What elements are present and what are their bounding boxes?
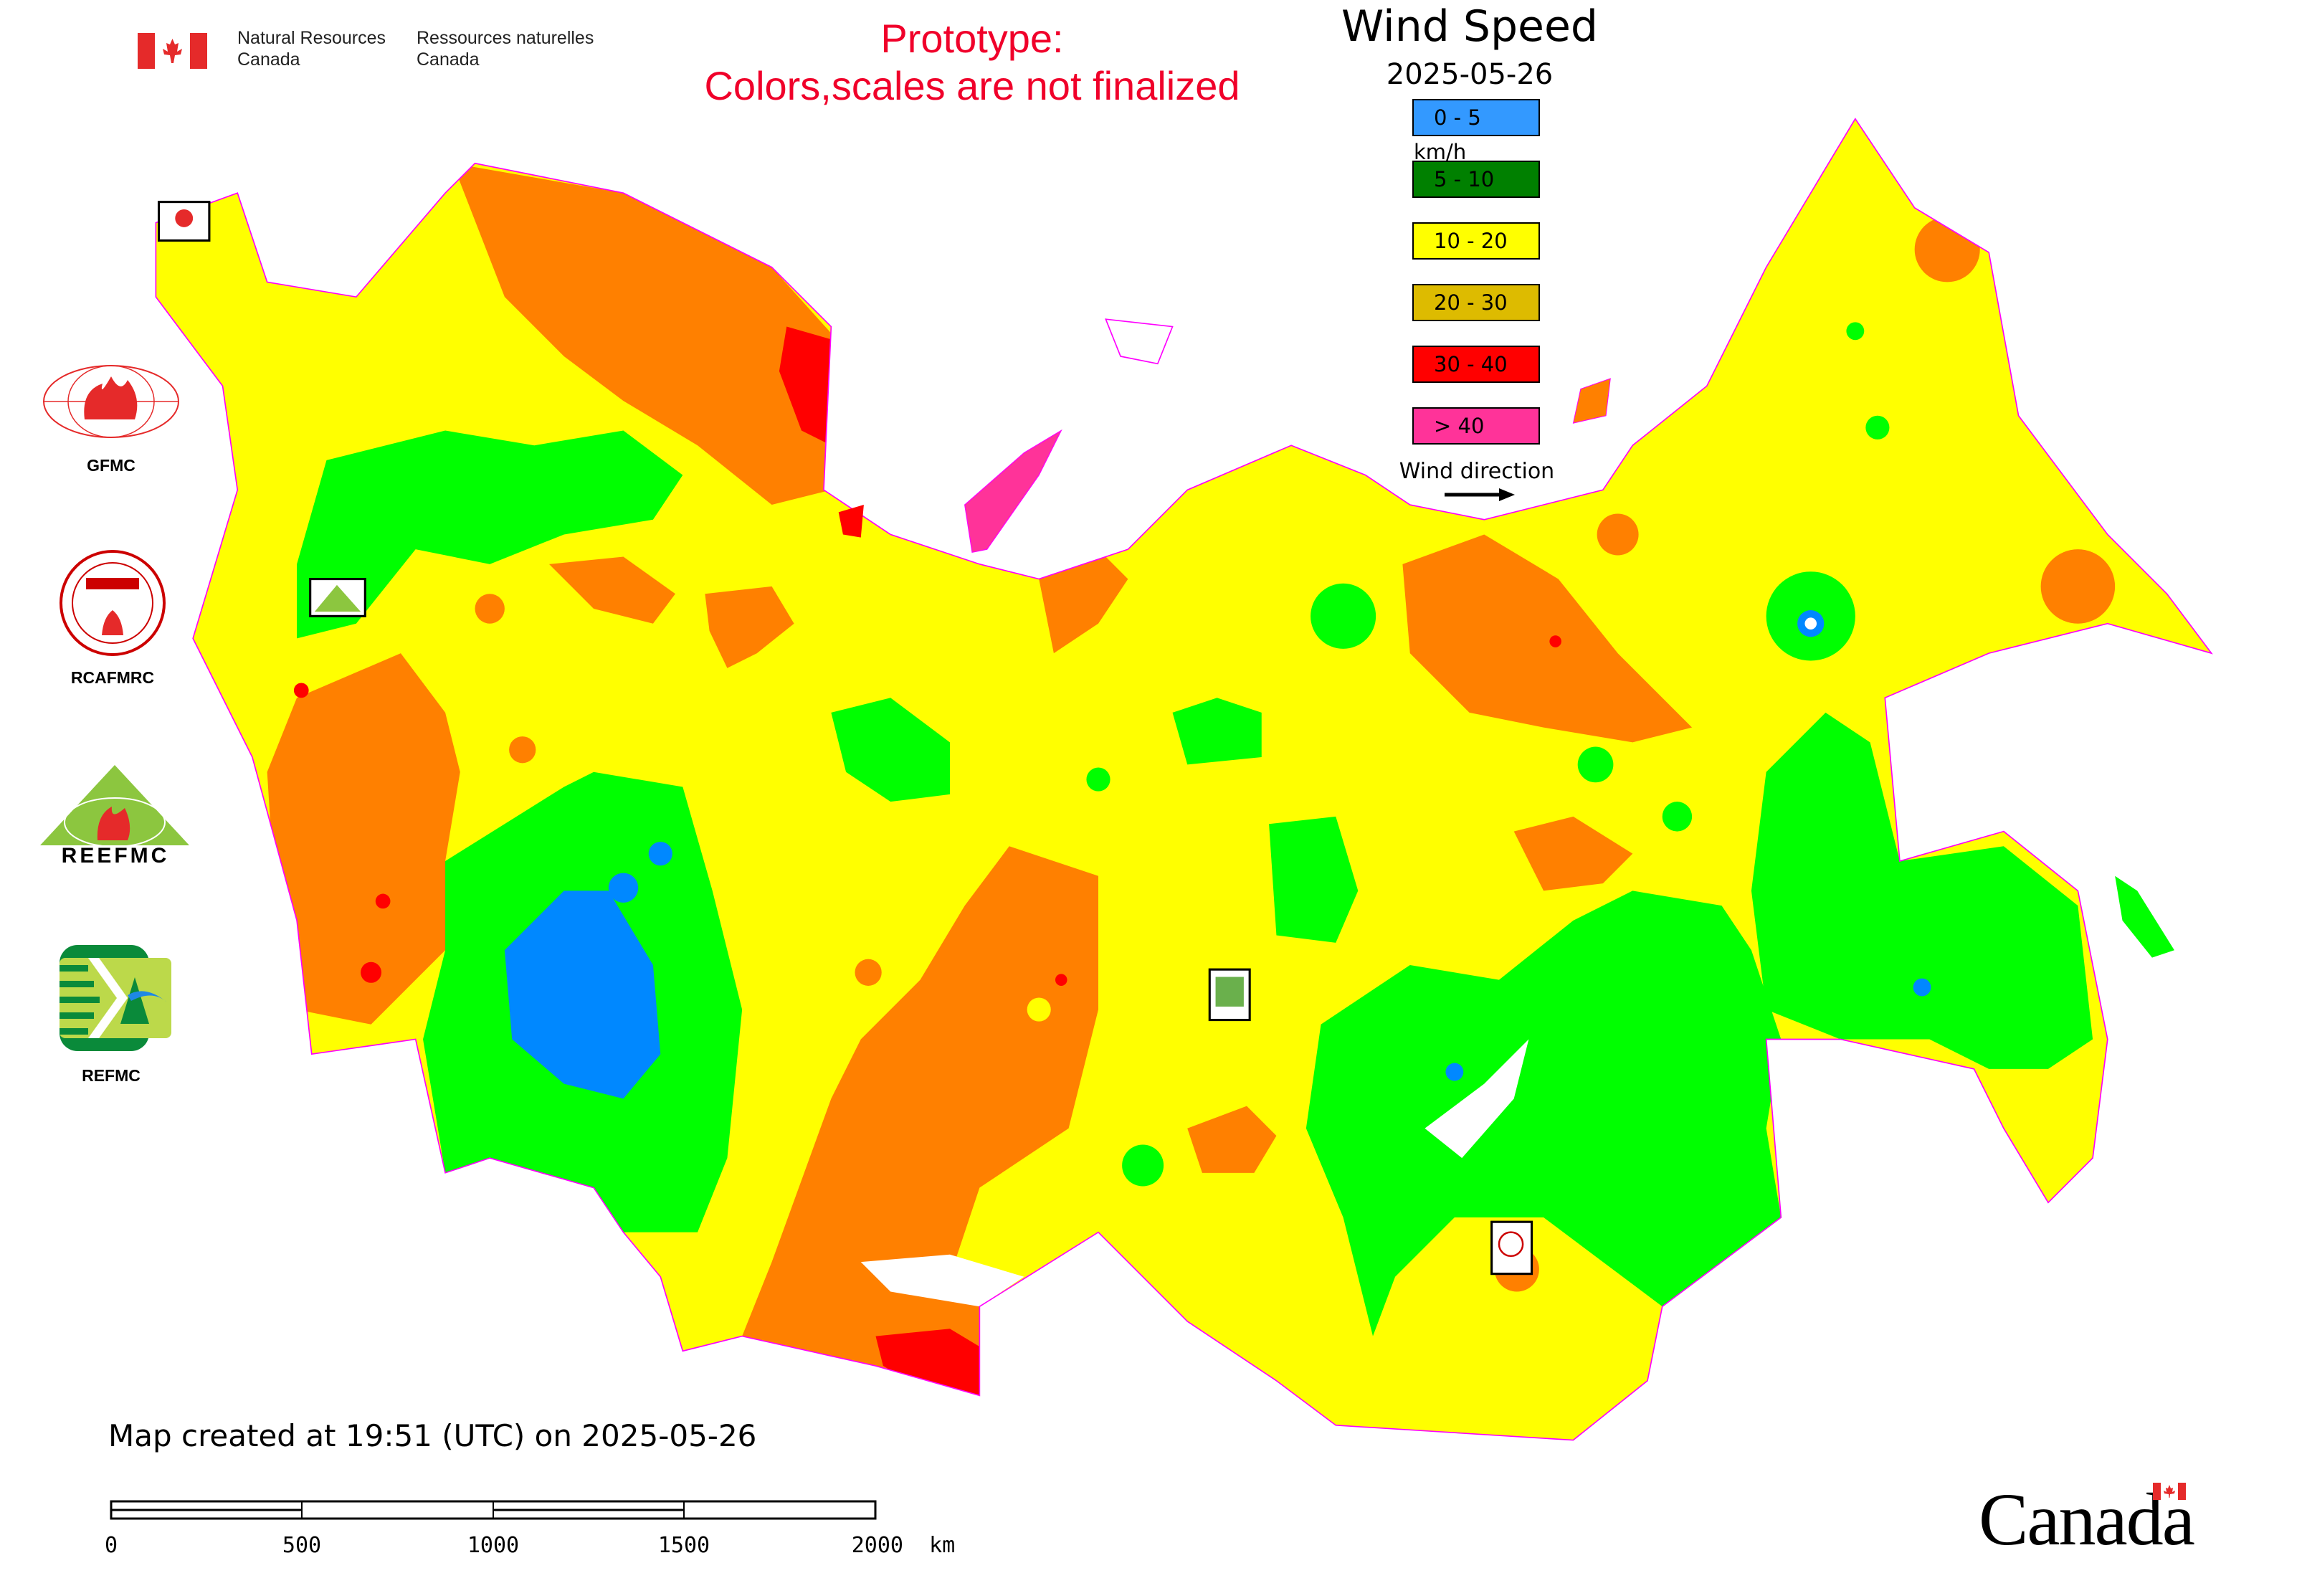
zone-fresh-kamchatka (2040, 549, 2116, 624)
reefmc-logo (40, 765, 189, 847)
agency-name-fr: Ressources naturelles Canada (417, 27, 594, 70)
scale-label-0: 0 (104, 1533, 118, 1558)
agency-fr-line1: Ressources naturelles (417, 28, 594, 48)
zone-light-west (297, 430, 683, 639)
nrcan-signature (138, 33, 207, 72)
svalbard (1105, 318, 1174, 365)
rcafmrc-marker (1490, 1220, 1533, 1276)
legend-item-5-10: 5 - 10 (1412, 161, 1540, 198)
zone-fresh-north2 (705, 586, 794, 668)
scale-label-2000: 2000 km (851, 1533, 956, 1558)
zone-light-central1 (831, 698, 950, 802)
arrow-right-icon (1445, 488, 1515, 501)
zone-calm-caspian (504, 890, 661, 1099)
legend-label: 20 - 30 (1434, 290, 1508, 315)
rcafmrc-logo (60, 550, 166, 656)
zone-strong-south (875, 1329, 987, 1403)
legend-date: 2025-05-26 (1386, 58, 1554, 91)
canada-flag-icon (138, 33, 207, 69)
zone-fresh-south2 (1187, 1106, 1277, 1173)
scale-label-1500: 1500 (657, 1533, 710, 1558)
zone-fresh-central-asia (742, 846, 1099, 1396)
refmc-logo (60, 945, 171, 1051)
island-strong (838, 505, 864, 538)
legend-label: 10 - 20 (1434, 229, 1508, 253)
scale-label-1000: 1000 (467, 1533, 520, 1558)
gfmc-logo (43, 365, 179, 438)
legend-item-over-40: > 40 (1412, 407, 1540, 445)
scale-bar (110, 1500, 877, 1520)
gfmc-label: GFMC (87, 456, 135, 475)
legend-label: 0 - 5 km/h (1414, 105, 1481, 164)
zone-fresh-scandinavia (452, 163, 839, 505)
sakhalin (2115, 875, 2174, 958)
canada-flag-icon (2153, 1483, 2186, 1500)
island-fresh (1572, 378, 1611, 424)
refmc-label: REFMC (82, 1066, 141, 1085)
land-outline (155, 118, 2213, 1441)
agency-en-line2: Canada (237, 49, 300, 70)
agency-fr-line2: Canada (417, 49, 480, 70)
zone-light-central3 (1269, 816, 1359, 943)
zone-light-north (1311, 583, 1376, 649)
legend-item-0-5: 0 - 5 km/h (1412, 99, 1540, 164)
zone-strong-kola (779, 326, 839, 446)
legend-title: Wind Speed (1341, 1, 1598, 52)
zone-light-central2 (1172, 698, 1262, 765)
zone-fresh-chukotka (1914, 217, 1980, 282)
zone-fresh-southwest (267, 653, 475, 1025)
legend-label: 5 - 10 (1434, 167, 1495, 191)
prototype-notice-detail: Colors,scales are not finalized (704, 63, 1240, 108)
agency-en-line1: Natural Resources (237, 28, 386, 48)
reefmc-label: REEFMC (61, 844, 170, 868)
scale-label-500: 500 (282, 1533, 322, 1558)
zone-light-amur (1751, 712, 2093, 1069)
zone-fresh-east (1402, 534, 1693, 743)
wind-direction-label: Wind direction (1399, 459, 1555, 484)
map-created-timestamp: Map created at 19:51 (UTC) on 2025-05-26 (108, 1418, 757, 1453)
legend-item-30-40: 30 - 40 (1412, 346, 1540, 383)
zone-fresh-taimyr (1039, 549, 1128, 654)
zone-fresh-north1 (549, 556, 675, 624)
zone-light-baikal (1305, 890, 1782, 1336)
rcafmrc-label: RCAFMRC (70, 668, 155, 687)
legend-item-20-30: 20 - 30 (1412, 284, 1540, 321)
prototype-notice: Prototype: (880, 16, 1064, 61)
novaya-zemlya (964, 429, 1062, 554)
agency-name-en: Natural Resources Canada (237, 27, 386, 70)
legend-label: > 40 (1434, 414, 1485, 438)
legend-label: 30 - 40 (1434, 352, 1508, 376)
legend-item-10-20: 10 - 20 (1412, 222, 1540, 260)
